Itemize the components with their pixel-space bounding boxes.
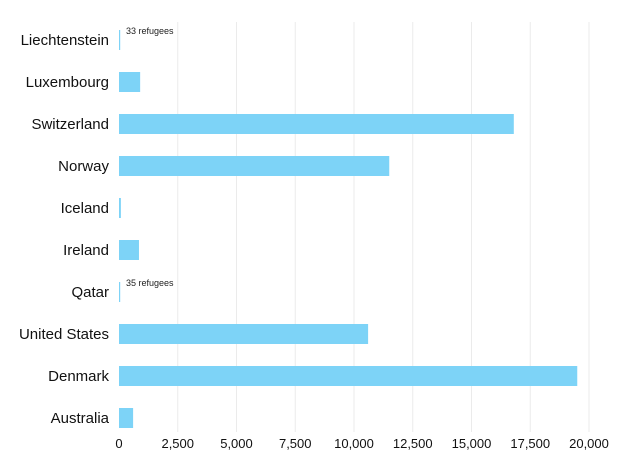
category-label: Iceland [61,200,109,217]
bar-iceland [119,198,121,218]
bar-luxembourg [119,72,141,92]
bar-liechtenstein [119,30,121,50]
x-tick-label: 15,000 [452,436,492,451]
bar-ireland [119,240,139,260]
bar-denmark [119,366,578,386]
category-label: Ireland [63,242,109,259]
category-label: Qatar [71,284,109,301]
bar-united-states [119,324,369,344]
x-tick-label: 10,000 [334,436,374,451]
category-label: United States [19,326,109,343]
x-tick-label: 0 [115,436,122,451]
category-label: Australia [51,410,110,427]
category-label: Liechtenstein [21,32,109,49]
bars [119,30,578,428]
x-tick-label: 20,000 [569,436,609,451]
x-tick-labels: 0 2,500 5,000 7,500 10,000 12,500 15,000 17,500… [115,436,609,451]
category-labels: Liechtenstein Luxembourg Switzerland Norway… [19,32,110,427]
x-tick-label: 17,500 [510,436,550,451]
category-label: Denmark [48,368,109,385]
bar-annotation: 33 refugees [126,26,174,36]
bar-switzerland [119,114,514,134]
category-label: Norway [58,158,109,175]
x-tick-label: 5,000 [220,436,253,451]
x-tick-label: 7,500 [279,436,312,451]
x-tick-label: 2,500 [161,436,194,451]
bar-annotation: 35 refugees [126,278,174,288]
grid-lines [177,22,590,432]
annotations: 33 refugees 35 refugees [126,26,174,288]
category-label: Luxembourg [26,74,109,91]
bar-norway [119,156,390,176]
category-label: Switzerland [31,116,109,133]
bar-australia [119,408,134,428]
bar-qatar [119,282,121,302]
x-tick-label: 12,500 [393,436,433,451]
